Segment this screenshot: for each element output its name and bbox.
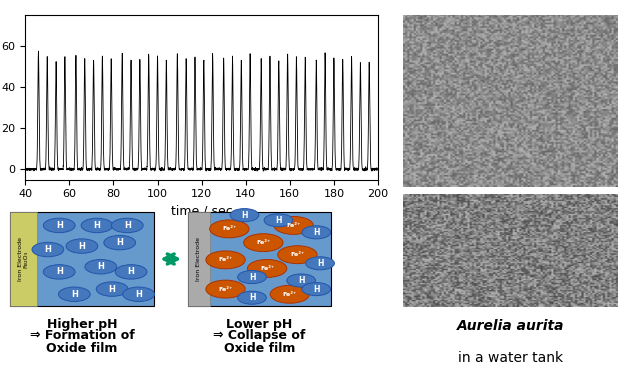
Circle shape xyxy=(248,260,287,278)
Text: H: H xyxy=(98,262,104,271)
Text: H: H xyxy=(275,216,282,225)
Circle shape xyxy=(104,235,135,250)
Circle shape xyxy=(32,242,64,257)
Circle shape xyxy=(206,251,245,269)
Text: Oxide film: Oxide film xyxy=(46,341,118,355)
Circle shape xyxy=(306,257,335,270)
FancyBboxPatch shape xyxy=(10,212,154,306)
Text: Iron Electrode: Iron Electrode xyxy=(196,237,201,281)
Circle shape xyxy=(238,291,266,304)
Circle shape xyxy=(244,234,283,252)
Text: Oxide film: Oxide film xyxy=(224,341,295,355)
Bar xyxy=(188,212,210,306)
Text: Fe²⁺: Fe²⁺ xyxy=(219,257,232,262)
Text: Fe²⁺: Fe²⁺ xyxy=(219,286,232,292)
Text: Fe²⁺: Fe²⁺ xyxy=(287,223,301,228)
Text: Iron Electrode
Fe₂O₃: Iron Electrode Fe₂O₃ xyxy=(18,237,29,281)
Text: Fe²⁺: Fe²⁺ xyxy=(283,292,297,297)
Text: H: H xyxy=(56,267,62,276)
Circle shape xyxy=(210,220,249,238)
Text: H: H xyxy=(128,267,134,276)
Text: Fe²⁺: Fe²⁺ xyxy=(256,240,270,245)
Text: H: H xyxy=(313,285,319,294)
Text: H: H xyxy=(124,221,130,230)
Text: Aurelia aurita: Aurelia aurita xyxy=(457,319,564,333)
Text: H: H xyxy=(117,238,123,247)
Bar xyxy=(10,212,37,306)
Circle shape xyxy=(59,287,90,301)
Circle shape xyxy=(264,214,293,227)
Circle shape xyxy=(302,283,331,295)
Text: H: H xyxy=(71,290,77,299)
Text: ⇒ Formation of: ⇒ Formation of xyxy=(30,329,134,342)
Text: H: H xyxy=(241,211,248,220)
Text: Fe²⁺: Fe²⁺ xyxy=(222,226,236,232)
Text: H: H xyxy=(249,273,255,282)
Circle shape xyxy=(85,260,117,274)
Text: H: H xyxy=(298,276,304,285)
Text: ⇒ Collapse of: ⇒ Collapse of xyxy=(214,329,306,342)
Text: H: H xyxy=(317,259,323,268)
Circle shape xyxy=(112,218,143,233)
Circle shape xyxy=(230,209,259,222)
Circle shape xyxy=(302,226,331,239)
Text: H: H xyxy=(45,245,51,254)
X-axis label: time / sec: time / sec xyxy=(171,205,232,218)
Text: H: H xyxy=(94,221,100,230)
Circle shape xyxy=(43,265,75,279)
Circle shape xyxy=(206,280,245,298)
Text: Lower pH: Lower pH xyxy=(226,318,293,331)
Text: H: H xyxy=(249,293,255,302)
Text: in a water tank: in a water tank xyxy=(458,350,563,365)
Circle shape xyxy=(287,274,316,287)
Circle shape xyxy=(43,218,75,233)
Circle shape xyxy=(274,217,313,234)
Text: H: H xyxy=(109,285,115,294)
Circle shape xyxy=(270,285,309,303)
Text: Higher pH: Higher pH xyxy=(47,318,117,331)
Circle shape xyxy=(81,218,113,233)
Circle shape xyxy=(115,265,147,279)
Circle shape xyxy=(96,282,128,296)
FancyBboxPatch shape xyxy=(188,212,331,306)
Text: H: H xyxy=(79,242,85,251)
Circle shape xyxy=(238,270,266,283)
Text: Fe²⁺: Fe²⁺ xyxy=(260,266,274,271)
Circle shape xyxy=(123,287,154,301)
Circle shape xyxy=(66,239,98,253)
Text: H: H xyxy=(56,221,62,230)
Text: 🪼: 🪼 xyxy=(494,74,527,128)
Text: H: H xyxy=(135,290,142,299)
Circle shape xyxy=(278,246,317,264)
Text: H: H xyxy=(313,228,319,237)
Text: Fe²⁺: Fe²⁺ xyxy=(290,252,304,257)
